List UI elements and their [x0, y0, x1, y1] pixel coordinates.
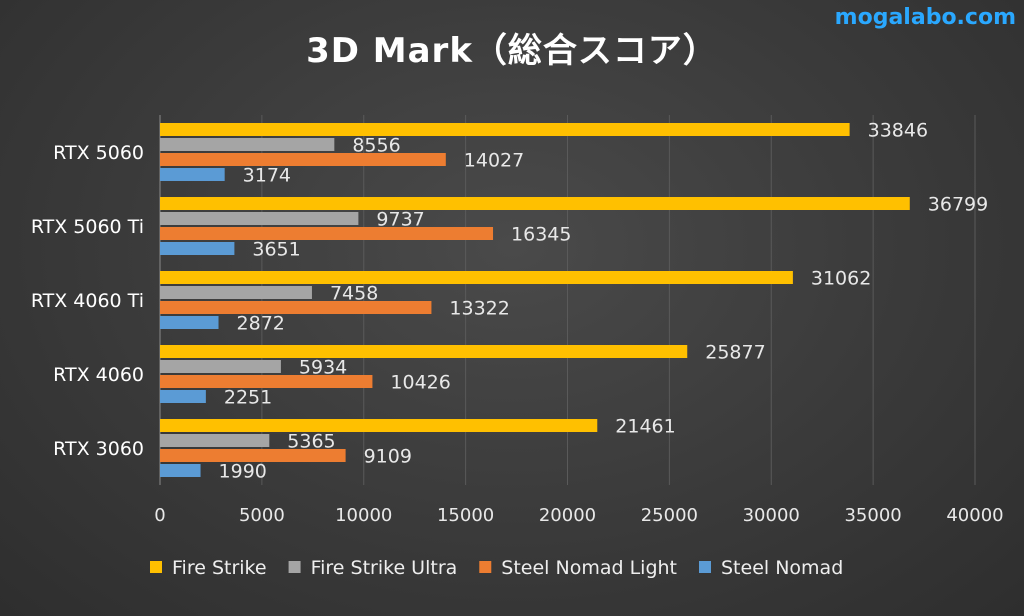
data-label: 33846 [868, 120, 928, 142]
data-label: 13322 [449, 298, 509, 320]
bar [160, 138, 335, 151]
gridlines [159, 115, 976, 485]
bar [160, 271, 793, 284]
category-labels: RTX 5060 RTX 5060 Ti RTX 4060 Ti RTX 4060 RT… [31, 142, 144, 460]
legend-entry: Steel Nomad [721, 557, 843, 579]
data-label: 10426 [390, 372, 450, 394]
x-tick-label: 5000 [239, 505, 285, 526]
bar [160, 464, 201, 477]
category-label: RTX 5060 [53, 142, 144, 164]
data-label: 1990 [219, 461, 267, 483]
x-axis-ticks: 0 5000 10000 15000 20000 25000 30000 35000 40000 [154, 505, 1003, 526]
bar [160, 390, 206, 403]
bar [160, 212, 359, 225]
data-label: 3174 [243, 165, 291, 187]
data-label: 3651 [252, 239, 300, 261]
x-tick-label: 20000 [539, 505, 596, 526]
data-label: 31062 [811, 268, 871, 290]
category-label: RTX 3060 [53, 438, 144, 460]
x-tick-label: 35000 [844, 505, 901, 526]
data-label: 8556 [352, 135, 400, 157]
legend-swatch [288, 561, 301, 573]
bar [160, 123, 850, 136]
x-tick-label: 40000 [946, 505, 1003, 526]
watermark: mogalabo.com [835, 5, 1016, 30]
legend-entry: Steel Nomad Light [501, 557, 677, 579]
category-label: RTX 4060 Ti [31, 290, 144, 312]
legend-swatch [699, 561, 711, 573]
x-tick-label: 15000 [437, 505, 494, 526]
bar [160, 449, 346, 462]
category-label: RTX 5060 Ti [31, 216, 144, 238]
data-label: 14027 [464, 150, 524, 172]
category-label: RTX 4060 [53, 364, 144, 386]
bar [160, 242, 235, 255]
x-tick-label: 0 [154, 505, 165, 526]
bar [160, 375, 373, 388]
data-label: 5934 [299, 357, 347, 379]
data-label: 36799 [928, 194, 988, 216]
x-tick-label: 10000 [335, 505, 392, 526]
data-label: 21461 [615, 416, 675, 438]
bar [160, 153, 446, 166]
bar [160, 434, 270, 447]
data-label: 7458 [330, 283, 378, 305]
data-label: 2872 [237, 313, 285, 335]
data-label: 25877 [705, 342, 765, 364]
bars [160, 123, 910, 477]
x-tick-label: 25000 [641, 505, 698, 526]
bar [160, 168, 225, 181]
legend-swatch [150, 561, 162, 573]
data-label: 16345 [511, 224, 571, 246]
bar [160, 345, 688, 358]
bar [160, 301, 432, 314]
bar [160, 197, 910, 210]
data-label: 5365 [287, 431, 335, 453]
data-label: 9737 [376, 209, 424, 231]
legend: Fire Strike Fire Strike Ultra Steel Nomad … [150, 557, 843, 579]
legend-entry: Fire Strike [172, 557, 267, 579]
bar [160, 419, 598, 432]
chart-title: 3D Mark（総合スコア） [306, 31, 718, 71]
legend-swatch [479, 561, 492, 573]
data-labels: 33846 8556 14027 3174 36799 9737 16345 3651 3106… [219, 120, 989, 483]
data-label: 9109 [364, 446, 412, 468]
x-tick-label: 30000 [743, 505, 800, 526]
bar [160, 286, 312, 299]
bar [160, 227, 494, 240]
data-label: 2251 [224, 387, 272, 409]
legend-entry: Fire Strike Ultra [311, 557, 458, 579]
bar [160, 360, 281, 373]
bar [160, 316, 219, 329]
